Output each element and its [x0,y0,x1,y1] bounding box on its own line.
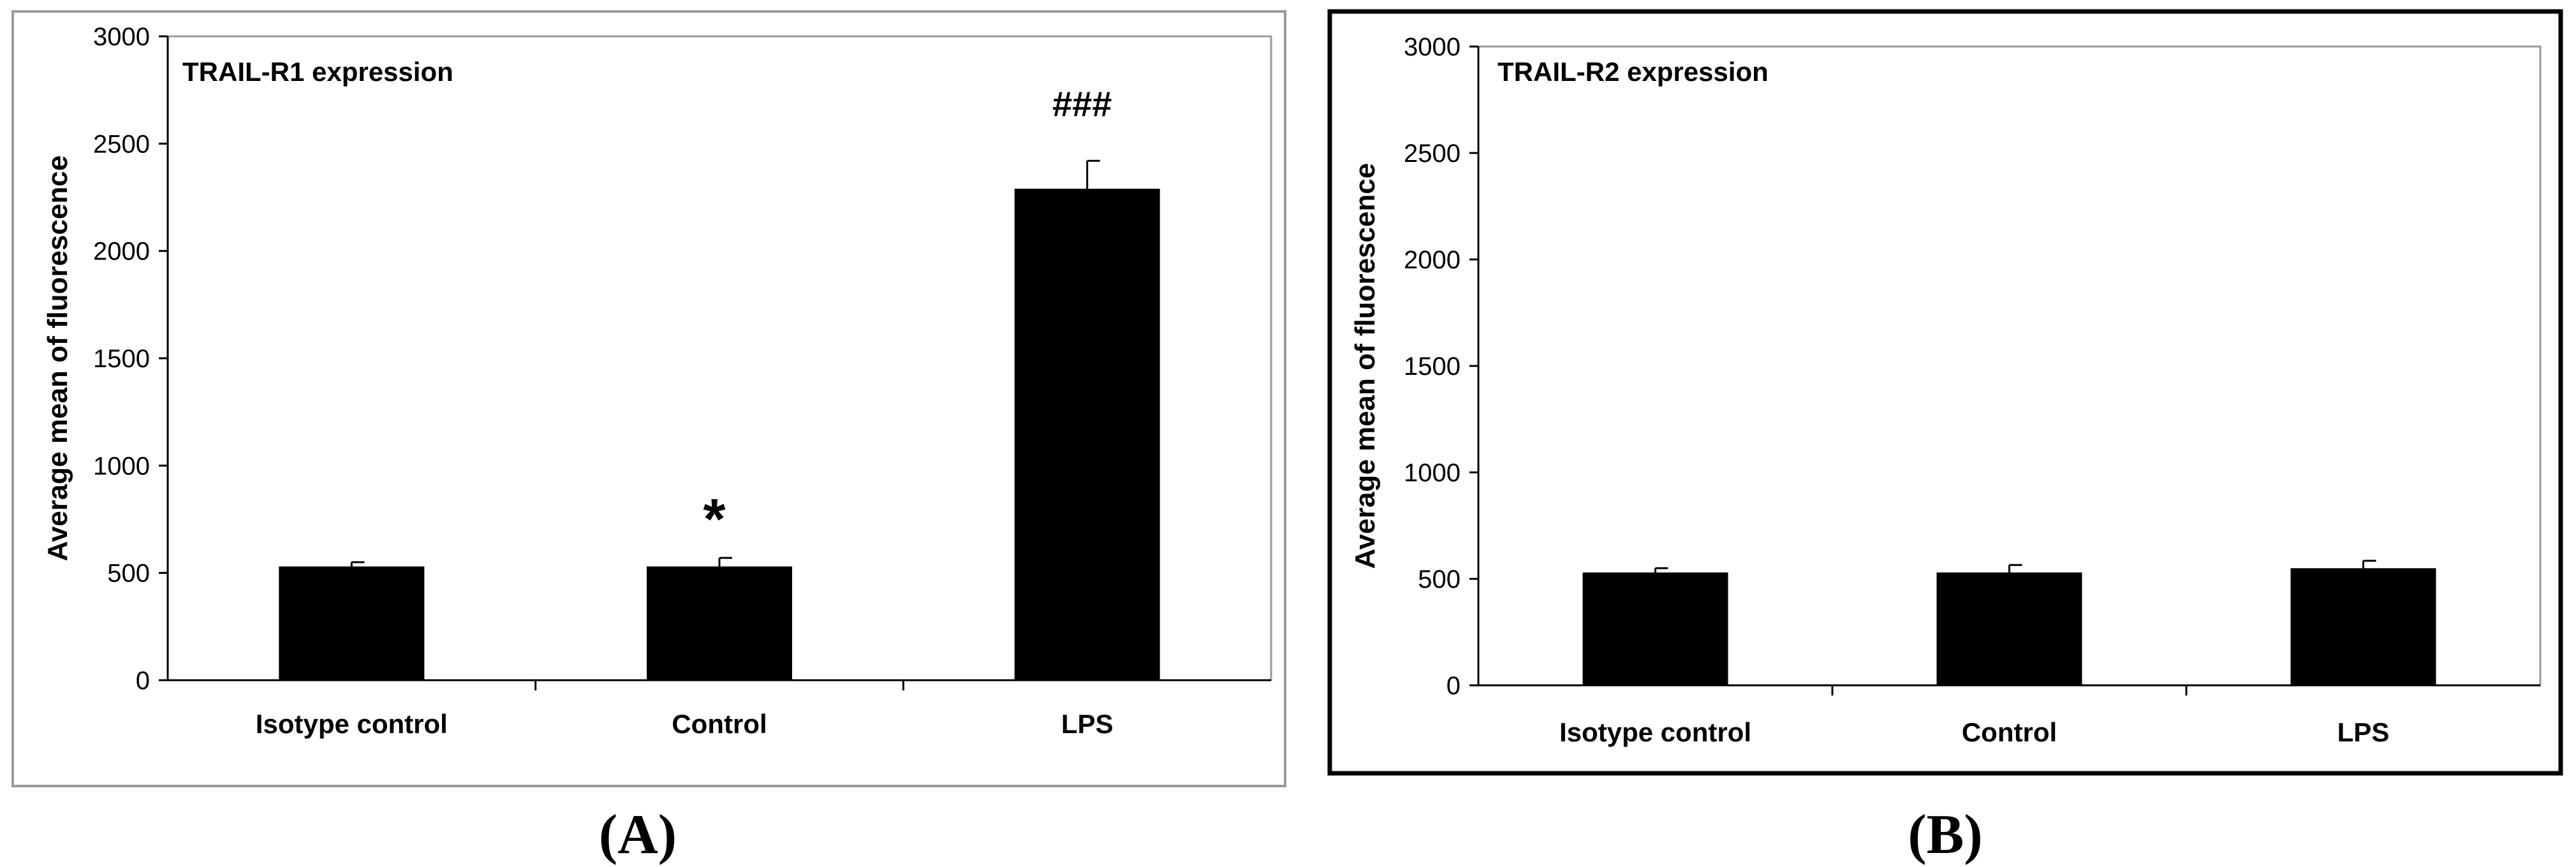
panel-a-bar [1014,189,1160,680]
panel-b-bars [1582,560,2436,685]
panel-b-bar [2290,568,2436,685]
panel-a: TRAIL-R1 expression Average mean of fluo… [11,10,1286,866]
panel-b-x-tick-label: Isotype control [1559,717,1751,747]
panel-b-y-tick-label: 1500 [1404,353,1461,381]
panel-a-x-tick-label: LPS [1061,709,1114,739]
panel-b-bar [1936,572,2082,685]
panel-a-x-tick-labels: Isotype control Control LPS [256,709,1114,739]
panel-b-y-tick-label: 1000 [1404,459,1461,487]
panel-b-bar [1582,572,1728,685]
panel-a-y-axis-label: Average mean of fluorescence [42,156,73,562]
panel-b-x-tick-label: Control [1962,717,2057,747]
panel-a-x-tick-label: Control [672,709,767,739]
panel-b-y-axis-label: Average mean of fluorescence [1350,163,1381,569]
panel-b-y-tick-label: 0 [1446,672,1461,700]
panel-b-y-tick-label: 3000 [1404,33,1461,61]
panel-a-title: TRAIL-R1 expression [182,57,453,87]
panel-b-y-tick-label: 500 [1418,565,1461,594]
panel-b: TRAIL-R2 expression Average mean of fluo… [1327,9,2563,866]
panel-a-bars [279,159,1160,680]
panel-b-label: (B) [1908,804,1982,866]
panel-a-annotations: * ### [703,84,1112,551]
panel-a-y-tick-label: 500 [107,560,150,588]
panel-b-y-tick-label: 2500 [1404,140,1461,168]
panel-a-y-tick-label: 0 [136,667,150,695]
panel-a-y-tick-label: 1000 [93,452,150,480]
panel-a-y-tick-label: 3000 [93,23,150,51]
panel-b-x-tick-labels: Isotype control Control LPS [1559,717,2389,747]
panel-b-y-tick-label: 2000 [1404,246,1461,274]
panel-a-label: (A) [599,804,677,866]
panel-a-x-tick-label: Isotype control [256,709,448,739]
panel-a-significance-marker: ### [1052,84,1112,124]
panel-b-title: TRAIL-R2 expression [1498,57,1769,87]
panel-a-significance-marker: * [703,488,725,551]
panel-a-y-tick-label: 2500 [93,130,150,158]
panel-a-y-tick-label: 1500 [93,345,150,373]
panel-a-bar [279,566,425,680]
panel-a-bar [647,566,792,680]
panel-a-y-tick-label: 2000 [93,238,150,266]
panel-b-x-tick-label: LPS [2337,717,2390,747]
